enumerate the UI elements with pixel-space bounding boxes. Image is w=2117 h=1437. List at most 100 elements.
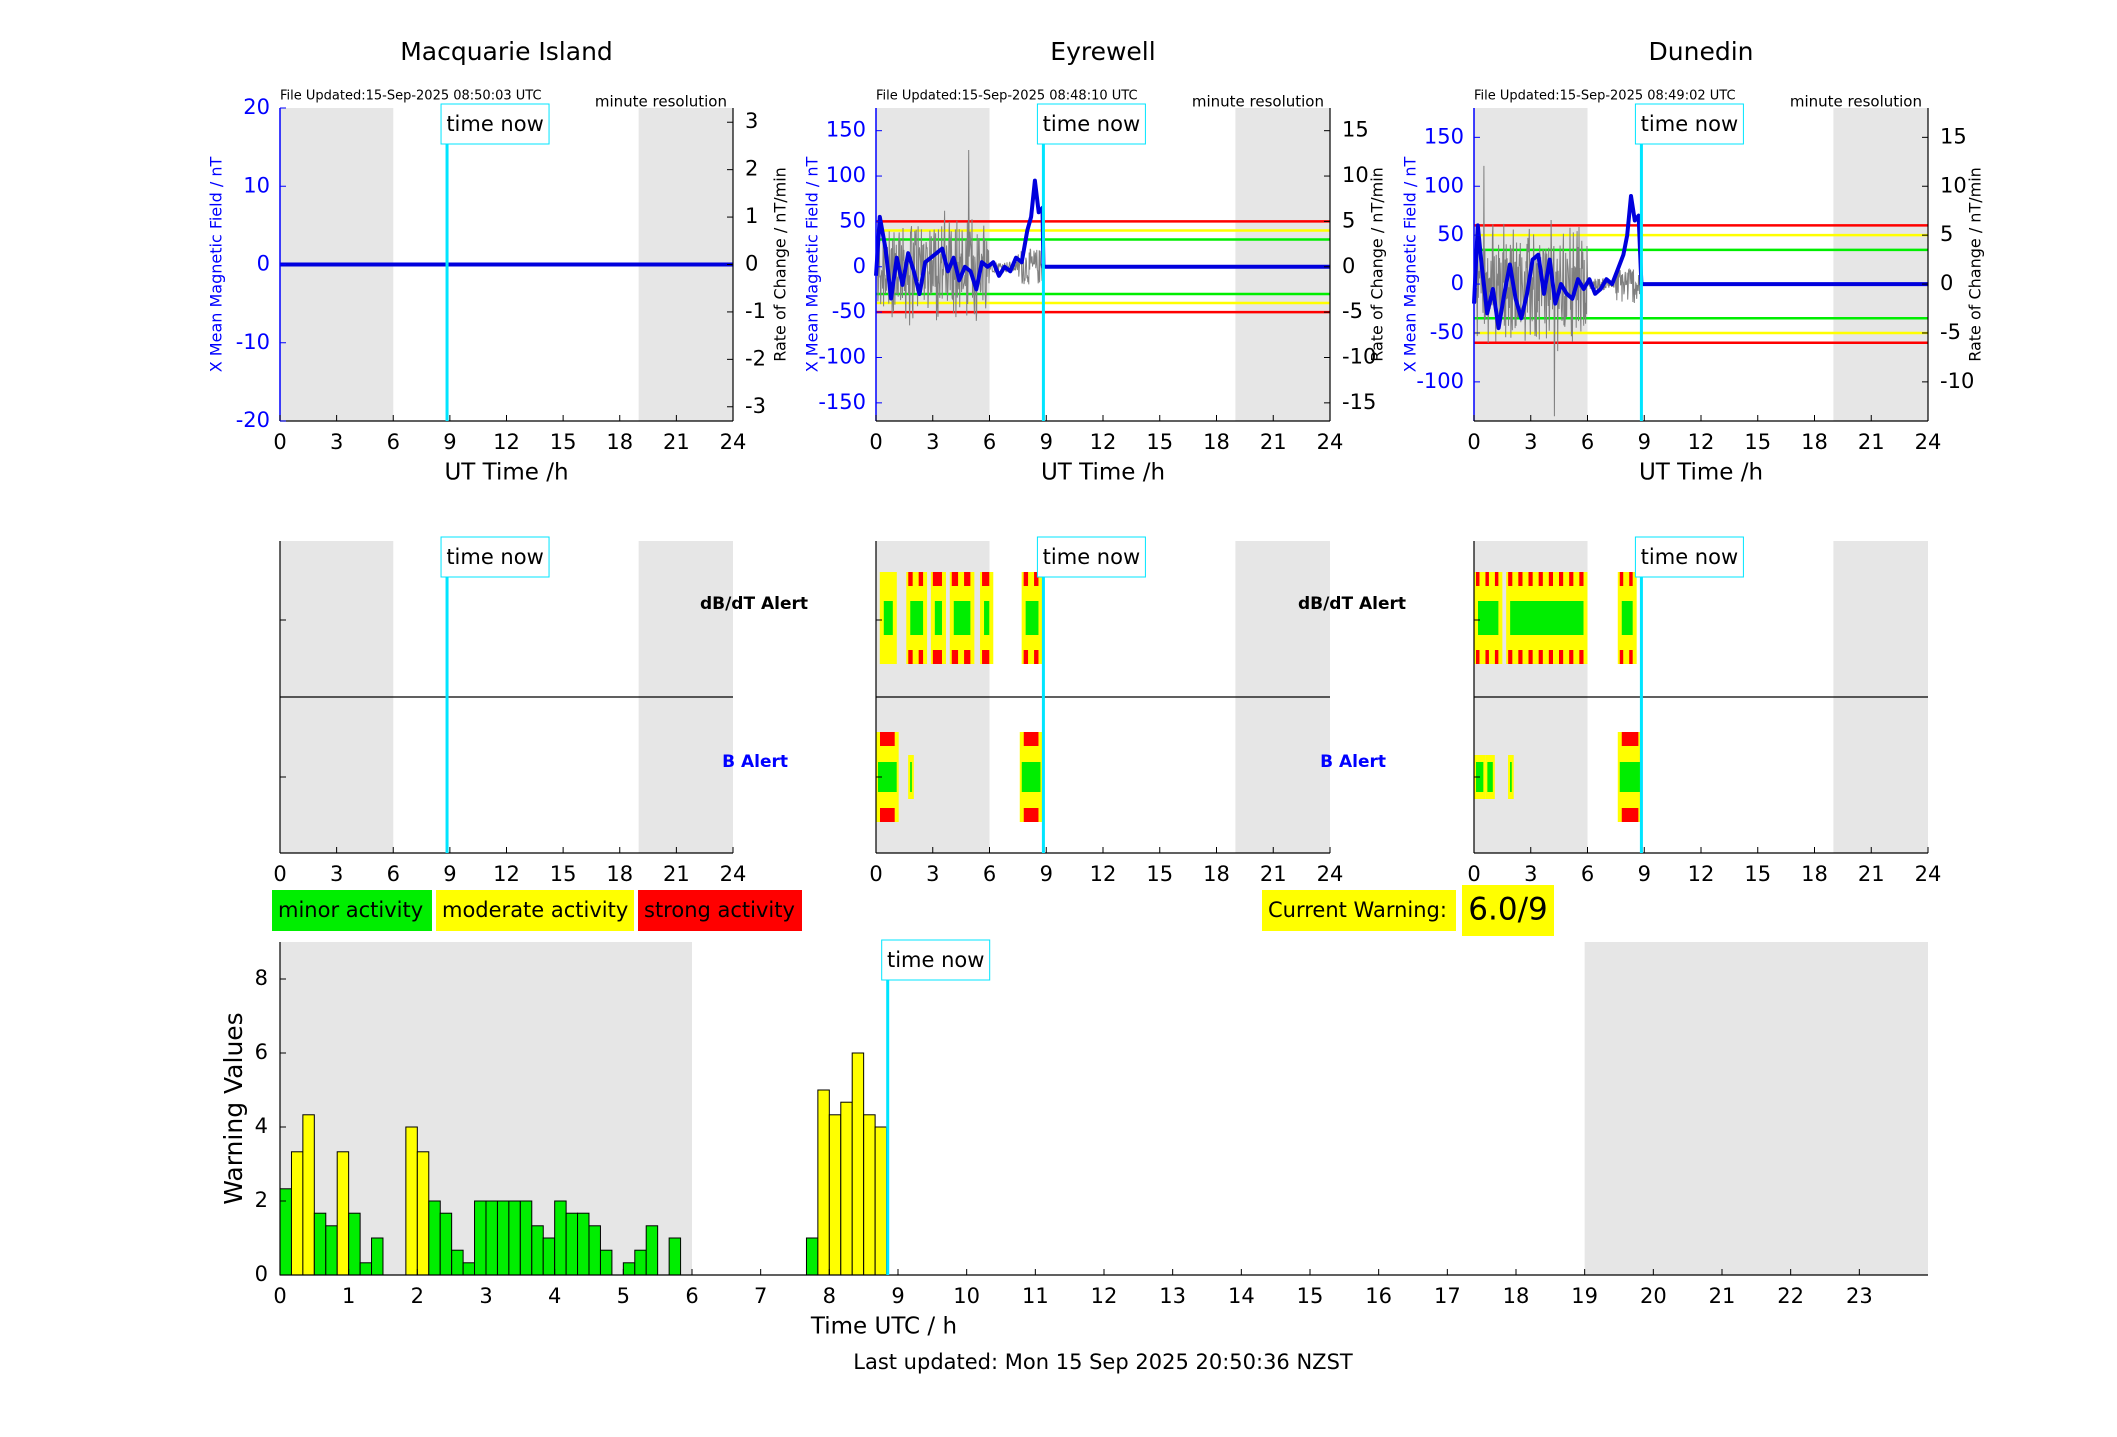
current-warning-label: Current Warning:	[1268, 898, 1447, 922]
file-updated-text: File Updated:15-Sep-2025 08:50:03 UTC	[280, 89, 542, 104]
time-now-box	[1634, 103, 1744, 145]
bottom-y-label: Warning Values	[219, 1012, 248, 1204]
x-tick-label: 3	[330, 430, 343, 454]
time-now-label: time now	[1043, 112, 1140, 136]
left-y-tick-label: -50	[1430, 320, 1464, 344]
x-tick-label: 3	[1524, 862, 1537, 886]
dbdt-alert-strong	[1476, 572, 1480, 586]
bottom-x-tick-label: 16	[1365, 1284, 1392, 1308]
x-tick-label: 9	[1638, 430, 1651, 454]
dbdt-alert-strong	[932, 650, 942, 664]
time-now-label: time now	[446, 112, 543, 136]
time-now-box	[440, 536, 550, 578]
legend-strong	[638, 890, 802, 931]
dbdt-alert-label: dB/dT Alert	[1298, 594, 1406, 614]
time-now-label: time now	[446, 545, 543, 569]
dbdt-alert-strong	[908, 572, 913, 586]
dbdt-alert-minor	[883, 601, 893, 635]
warning-bar	[531, 1225, 544, 1276]
x-tick-label: 18	[606, 862, 633, 886]
x-tick-label: 12	[493, 430, 520, 454]
left-y-label: X Mean Magnetic Field / nT	[803, 157, 822, 373]
x-tick-label: 12	[1090, 430, 1117, 454]
bottom-x-tick-label: 0	[273, 1284, 286, 1308]
warning-bar	[668, 1237, 682, 1276]
mag-field-line	[874, 178, 1330, 301]
left-y-tick-label: 100	[1424, 173, 1464, 197]
warning-bar	[634, 1249, 647, 1276]
x-tick-label: 21	[1858, 430, 1885, 454]
dbdt-alert-strong	[1034, 572, 1039, 586]
bottom-x-tick-label: 18	[1503, 1284, 1530, 1308]
dbdt-alert-strong	[932, 572, 942, 586]
x-tick-label: 3	[330, 862, 343, 886]
x-tick-label: 6	[983, 862, 996, 886]
x-tick-label: 18	[1801, 862, 1828, 886]
right-y-tick-label: 3	[745, 109, 758, 133]
x-tick-label: 6	[387, 430, 400, 454]
x-tick-label: 24	[720, 862, 747, 886]
right-y-tick-label: 10	[1342, 163, 1369, 187]
dbdt-alert-strong	[908, 650, 913, 664]
dbdt-alert-strong	[918, 572, 924, 586]
right-y-tick-label: -5	[1940, 320, 1961, 344]
x-tick-label: 18	[1203, 430, 1230, 454]
file-updated-text: File Updated:15-Sep-2025 08:49:02 UTC	[1474, 89, 1736, 104]
bottom-x-tick-label: 19	[1571, 1284, 1598, 1308]
dbdt-alert-strong	[1619, 572, 1624, 586]
warning-bar	[325, 1225, 338, 1276]
b-alert-minor	[910, 762, 912, 792]
resolution-text: minute resolution	[1790, 93, 1922, 111]
right-y-tick-label: 5	[1940, 222, 1953, 246]
right-y-label: Rate of Change / nT/min	[1966, 167, 1985, 362]
resolution-text: minute resolution	[595, 93, 727, 111]
left-y-tick-label: 150	[1424, 124, 1464, 148]
bottom-x-tick-label: 4	[548, 1284, 561, 1308]
warning-bar	[817, 1089, 830, 1276]
legend-strong-label: strong activity	[644, 898, 795, 922]
dbdt-alert-minor	[934, 601, 942, 635]
dbdt-alert-strong	[1476, 650, 1480, 664]
left-y-tick-label: 20	[243, 95, 270, 119]
dbdt-alert-strong	[1558, 572, 1564, 586]
x-tick-label: 12	[1688, 862, 1715, 886]
bottom-x-tick-label: 23	[1846, 1284, 1873, 1308]
x-tick-label: 3	[1524, 430, 1537, 454]
right-y-tick-label: 15	[1940, 124, 1967, 148]
x-tick-label: 21	[1260, 862, 1287, 886]
bottom-x-tick-label: 15	[1297, 1284, 1324, 1308]
x-tick-label: 21	[663, 862, 690, 886]
dbdt-alert-strong	[1579, 650, 1584, 664]
dbdt-alert-strong	[1538, 572, 1543, 586]
bottom-x-tick-label: 17	[1434, 1284, 1461, 1308]
x-tick-label: 24	[1915, 430, 1942, 454]
dbdt-alert-minor	[910, 601, 924, 635]
x-tick-label: 21	[663, 430, 690, 454]
legend-minor-label: minor activity	[278, 898, 423, 922]
right-y-tick-label: 1	[745, 204, 758, 228]
mag-field-line	[1472, 194, 1928, 331]
x-tick-label: 9	[1040, 430, 1053, 454]
dbdt-alert-strong	[1538, 650, 1543, 664]
x-tick-label: 6	[1581, 430, 1594, 454]
bottom-x-label: Time UTC / h	[810, 1314, 957, 1340]
dbdt-alert-strong	[1023, 650, 1029, 664]
x-tick-label: 0	[869, 430, 882, 454]
x-tick-label: 15	[1744, 430, 1771, 454]
warning-bar	[359, 1262, 373, 1276]
bottom-x-tick-label: 10	[953, 1284, 980, 1308]
bottom-x-tick-label: 22	[1777, 1284, 1804, 1308]
warning-bar	[451, 1249, 464, 1276]
dbdt-alert-minor	[984, 601, 990, 635]
station-title: Dunedin	[1649, 37, 1754, 66]
warning-bar	[851, 1052, 865, 1276]
dbdt-alert-strong	[1508, 572, 1513, 586]
x-axis-label: UT Time /h	[444, 460, 568, 486]
night-shading	[1235, 108, 1330, 421]
x-tick-label: 6	[1581, 862, 1594, 886]
x-tick-label: 21	[1858, 862, 1885, 886]
dbdt-alert-label: dB/dT Alert	[700, 594, 808, 614]
b-alert-strong	[880, 808, 895, 822]
right-y-tick-label: -5	[1342, 299, 1363, 323]
